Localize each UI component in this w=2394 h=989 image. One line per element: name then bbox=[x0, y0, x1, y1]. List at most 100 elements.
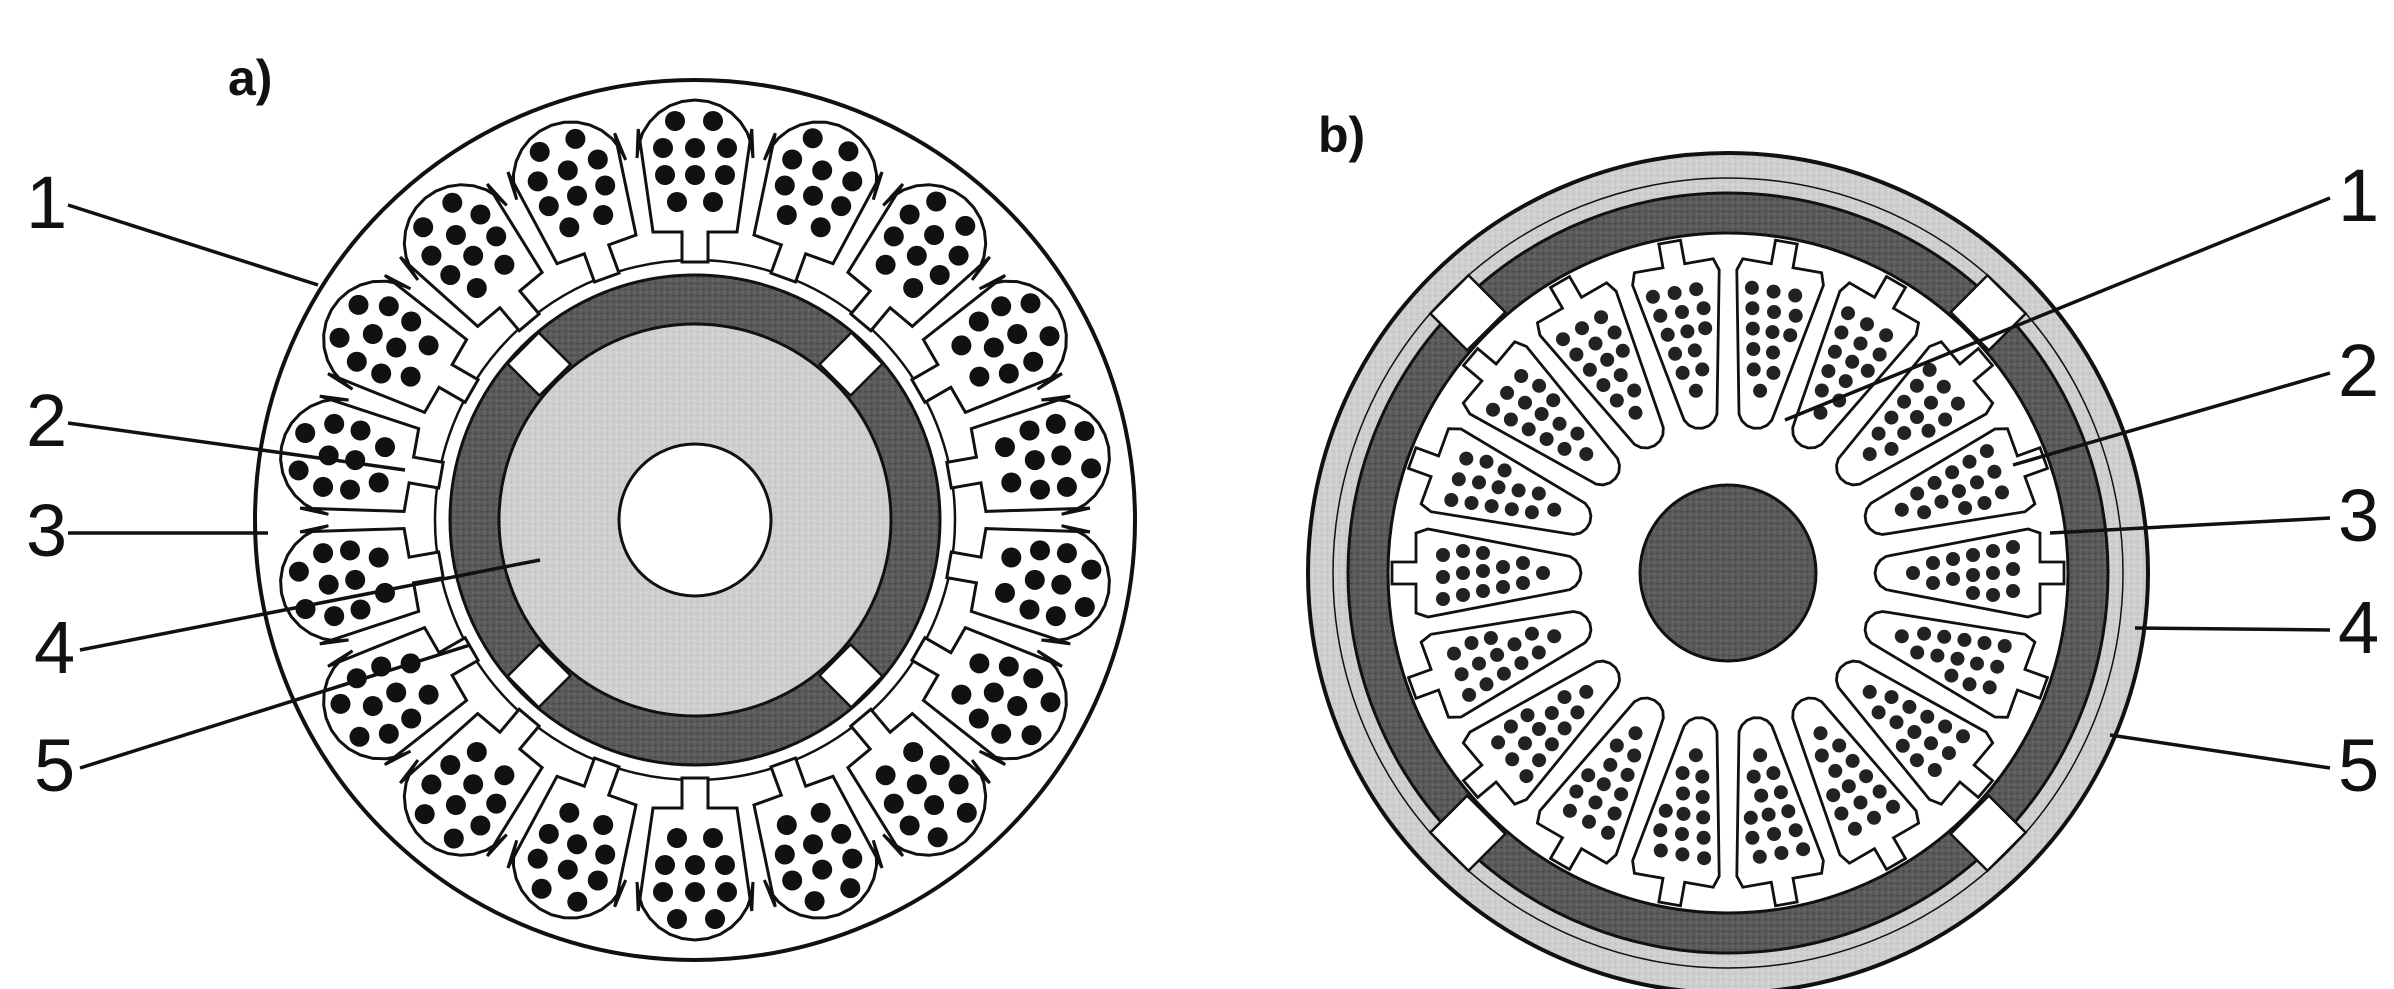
conductor-b bbox=[1990, 659, 2005, 674]
conductor-a bbox=[440, 755, 461, 775]
conductor-a bbox=[948, 245, 969, 266]
conductor-b bbox=[1945, 465, 1960, 480]
callout-a-1: 1 bbox=[26, 161, 67, 244]
panel-a-leaders bbox=[67, 203, 541, 770]
conductor-b bbox=[1614, 787, 1629, 802]
conductor-b bbox=[1962, 677, 1977, 692]
shaft-bore bbox=[617, 442, 773, 598]
conductor-a bbox=[527, 848, 548, 869]
conductor-b bbox=[1675, 365, 1690, 380]
conductor-b bbox=[1653, 843, 1668, 858]
conductor-b bbox=[1946, 572, 1960, 586]
conductor-b bbox=[1520, 708, 1535, 723]
conductor-a bbox=[288, 561, 309, 582]
conductor-a bbox=[774, 175, 795, 196]
conductor-a bbox=[1045, 413, 1066, 434]
magnet-gap-a bbox=[505, 330, 573, 398]
conductor-a bbox=[703, 828, 723, 848]
conductor-b bbox=[1667, 286, 1682, 300]
conductor-a bbox=[842, 848, 863, 869]
conductor-b bbox=[1484, 499, 1499, 514]
conductor-b bbox=[1544, 737, 1559, 752]
conductor-b bbox=[1511, 483, 1526, 498]
conductor-b bbox=[1579, 447, 1594, 462]
conductor-a bbox=[445, 795, 466, 815]
conductor-a bbox=[906, 774, 927, 795]
stator-slot-b bbox=[1406, 610, 1593, 719]
conductor-a bbox=[350, 599, 371, 620]
conductor-b bbox=[1788, 288, 1803, 303]
conductor-a bbox=[567, 185, 587, 206]
conductor-b bbox=[1841, 306, 1855, 321]
conductor-b bbox=[1451, 472, 1466, 487]
conductor-b bbox=[1745, 321, 1760, 336]
conductor-b bbox=[1532, 378, 1547, 393]
panel-a-label: a) bbox=[228, 50, 272, 106]
leader-b-5 bbox=[2109, 733, 2331, 770]
conductor-b bbox=[1982, 680, 1997, 695]
conductor-b bbox=[1613, 368, 1628, 383]
conductor-b bbox=[1847, 821, 1862, 836]
conductor-b bbox=[2006, 584, 2020, 598]
conductor-a bbox=[371, 363, 392, 384]
conductor-b bbox=[1486, 402, 1500, 417]
conductor-b bbox=[1871, 705, 1886, 720]
conductor-a bbox=[527, 171, 548, 192]
conductor-b bbox=[1766, 345, 1780, 360]
leader-a-5 bbox=[79, 643, 471, 770]
conductor-b bbox=[1950, 396, 1965, 411]
conductor-a bbox=[486, 226, 507, 247]
conductor-a bbox=[1024, 450, 1045, 471]
conductor-a bbox=[386, 337, 407, 358]
conductor-b bbox=[1653, 308, 1668, 323]
conductor-b bbox=[1995, 485, 2009, 500]
conductor-b bbox=[1894, 502, 1909, 517]
conductor-a bbox=[653, 882, 673, 902]
magnet-gap-b bbox=[1428, 273, 1508, 353]
conductor-b bbox=[1552, 416, 1567, 431]
conductor-a bbox=[421, 774, 442, 795]
conductor-b bbox=[1986, 566, 2000, 580]
conductor-a bbox=[1081, 458, 1102, 479]
conductor-b bbox=[1521, 422, 1536, 437]
conductor-a bbox=[715, 165, 735, 185]
conductor-b bbox=[1476, 546, 1490, 560]
conductor-b bbox=[1472, 656, 1486, 671]
conductor-b bbox=[1872, 347, 1887, 362]
conductor-b bbox=[1436, 548, 1450, 562]
conductor-a bbox=[667, 909, 687, 929]
conductor-a bbox=[330, 693, 351, 714]
conductor-a bbox=[715, 855, 735, 875]
conductor-a bbox=[324, 413, 345, 434]
conductor-b bbox=[1581, 768, 1596, 783]
conductor-b bbox=[1936, 379, 1951, 394]
conductor-b bbox=[1783, 328, 1798, 343]
callout-b-2: 2 bbox=[2338, 329, 2379, 412]
conductor-b bbox=[1628, 405, 1643, 420]
conductor-a bbox=[899, 204, 920, 225]
conductor-b bbox=[1834, 806, 1849, 821]
conductor-b bbox=[1514, 656, 1529, 671]
conductor-b bbox=[1620, 767, 1635, 782]
conductor-a bbox=[288, 460, 309, 481]
conductor-a bbox=[400, 366, 421, 387]
conductor-b bbox=[1862, 684, 1877, 699]
conductor-b bbox=[1534, 407, 1549, 421]
conductor-a bbox=[899, 815, 920, 836]
conductor-a bbox=[557, 859, 578, 880]
conductor-b bbox=[1491, 480, 1506, 495]
conductor-b bbox=[1456, 588, 1470, 602]
conductor-b bbox=[1871, 426, 1886, 441]
conductor-b bbox=[1744, 280, 1759, 295]
conductor-b bbox=[1544, 706, 1559, 720]
rotor-yoke-inner-edge bbox=[1332, 177, 2124, 969]
conductor-b bbox=[1601, 825, 1615, 840]
conductor-a bbox=[418, 684, 439, 705]
conductor-a bbox=[782, 149, 803, 170]
conductor-a bbox=[995, 582, 1015, 603]
conductor-b bbox=[1496, 560, 1510, 574]
conductor-a bbox=[968, 708, 989, 729]
conductor-b bbox=[1479, 454, 1494, 469]
conductor-a bbox=[567, 891, 588, 912]
conductor-a bbox=[538, 823, 559, 844]
